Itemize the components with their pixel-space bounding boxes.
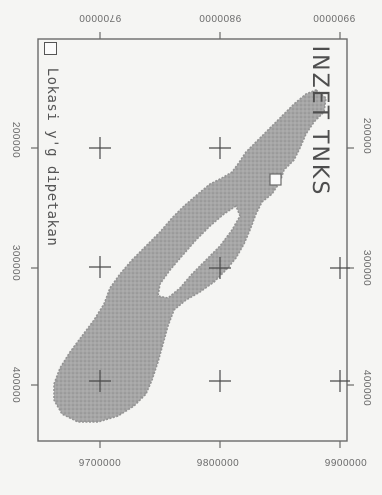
grid-cross [209,257,231,279]
grid-cross [209,370,231,392]
grid-label-top: 9800000 [198,12,242,23]
grid-cross [89,370,111,392]
mapped-location-marker [269,173,282,186]
grid-cross [330,370,350,392]
hollow-square-icon [44,42,57,55]
grid-label-bottom: 9700000 [78,458,122,469]
grid-cross [89,256,111,278]
national-park-area [53,89,327,423]
grid-label-top: 9900000 [312,12,356,23]
map-title: INZET TNKS [307,45,332,197]
grid-cross [209,137,231,159]
grid-cross [89,137,111,159]
grid-label-right: 300000 [361,249,372,287]
legend-label: Lokasi y'g dipetakan [44,67,60,247]
grid-label-left: 200000 [10,121,21,159]
grid-cross [330,257,350,279]
grid-label-bottom: 9900000 [324,458,368,469]
frame-ticks [31,32,354,448]
grid-label-right: 200000 [361,117,372,155]
grid-label-top: 9700000 [78,12,122,23]
grid-label-left: 400000 [10,366,21,404]
map-frame [37,38,348,442]
grid-label-bottom: 9800000 [196,458,240,469]
grid-crosses [89,137,350,392]
grid-label-right: 400000 [361,369,372,407]
grid-label-left: 300000 [10,244,21,282]
